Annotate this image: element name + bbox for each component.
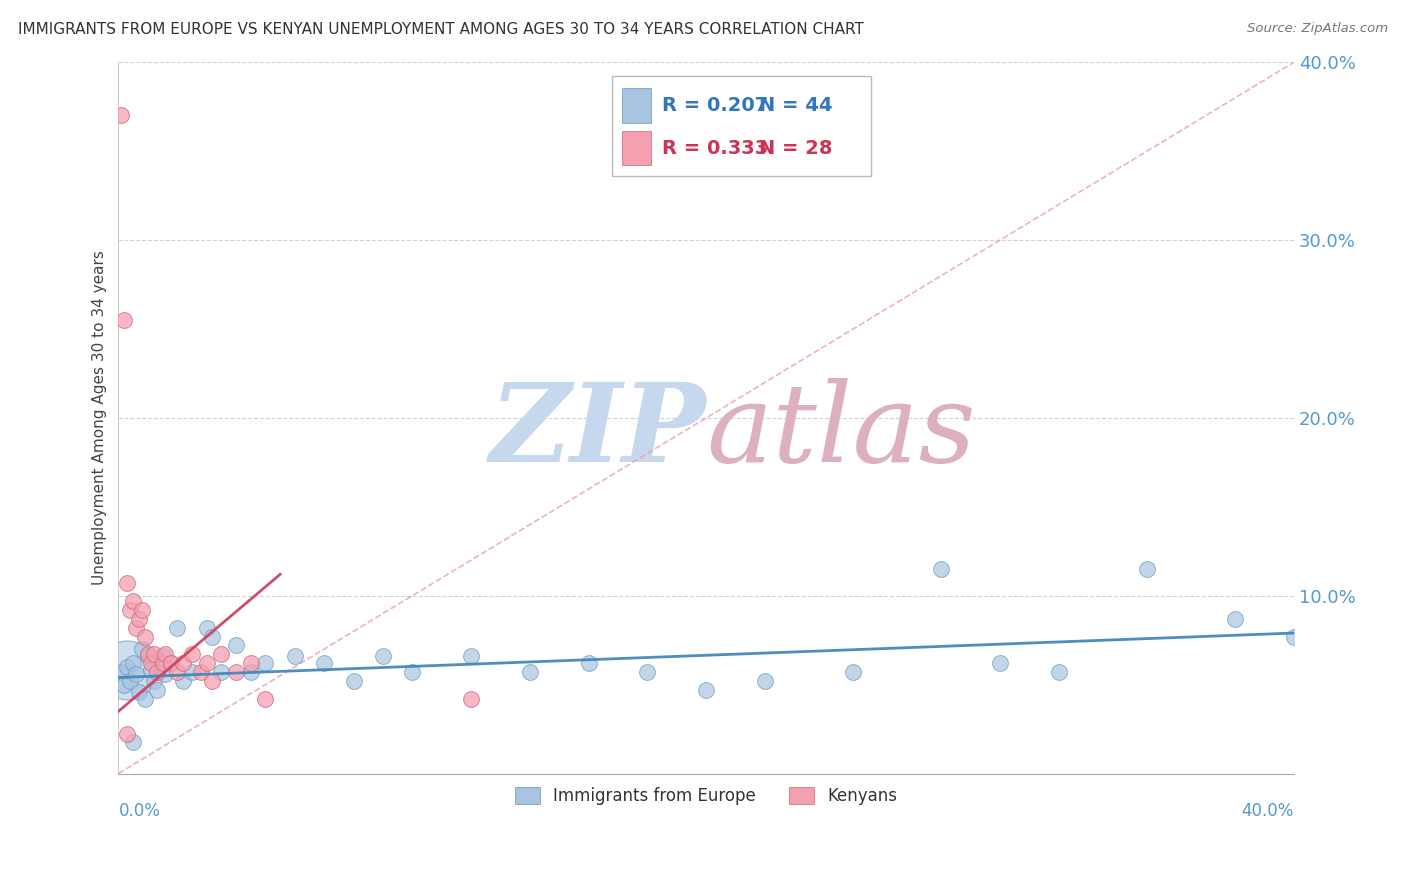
- Point: [160, 657, 183, 671]
- Y-axis label: Unemployment Among Ages 30 to 34 years: Unemployment Among Ages 30 to 34 years: [93, 251, 107, 585]
- Point: [160, 657, 183, 671]
- Text: atlas: atlas: [706, 378, 976, 486]
- Text: Source: ZipAtlas.com: Source: ZipAtlas.com: [1247, 22, 1388, 36]
- Point: [1047, 665, 1070, 680]
- Point: [519, 665, 541, 680]
- Point: [134, 691, 156, 706]
- Point: [209, 665, 232, 680]
- Point: [172, 657, 194, 671]
- Point: [988, 657, 1011, 671]
- Point: [120, 603, 142, 617]
- Point: [117, 727, 139, 741]
- Point: [201, 674, 224, 689]
- Point: [284, 649, 307, 664]
- Point: [139, 664, 162, 678]
- Legend: Immigrants from Europe, Kenyans: Immigrants from Europe, Kenyans: [508, 780, 904, 812]
- Point: [112, 313, 135, 327]
- FancyBboxPatch shape: [612, 77, 870, 176]
- Point: [142, 648, 165, 662]
- Text: N = 28: N = 28: [759, 139, 832, 158]
- Text: 40.0%: 40.0%: [1241, 802, 1294, 820]
- Point: [239, 665, 262, 680]
- Point: [181, 648, 204, 662]
- Text: IMMIGRANTS FROM EUROPE VS KENYAN UNEMPLOYMENT AMONG AGES 30 TO 34 YEARS CORRELAT: IMMIGRANTS FROM EUROPE VS KENYAN UNEMPLO…: [18, 22, 865, 37]
- Point: [371, 649, 394, 664]
- Point: [254, 691, 277, 706]
- Point: [136, 649, 159, 664]
- Bar: [621, 131, 651, 165]
- Point: [110, 665, 132, 680]
- Point: [155, 667, 177, 681]
- Point: [314, 657, 336, 671]
- Point: [131, 642, 153, 657]
- Text: N = 44: N = 44: [759, 96, 832, 115]
- Text: R = 0.207: R = 0.207: [662, 96, 768, 115]
- Point: [128, 684, 150, 698]
- Point: [152, 657, 174, 671]
- Bar: [621, 88, 651, 122]
- Point: [166, 621, 188, 635]
- Point: [122, 734, 145, 748]
- Point: [112, 678, 135, 692]
- Point: [1282, 630, 1305, 644]
- Point: [155, 648, 177, 662]
- Point: [225, 665, 247, 680]
- Point: [117, 576, 139, 591]
- Point: [120, 674, 142, 689]
- Point: [117, 660, 139, 674]
- Point: [1225, 612, 1247, 626]
- Point: [195, 621, 218, 635]
- Point: [342, 674, 364, 689]
- Point: [125, 621, 148, 635]
- Point: [139, 657, 162, 671]
- Point: [190, 665, 212, 680]
- Point: [695, 682, 717, 697]
- Point: [122, 594, 145, 608]
- Point: [131, 603, 153, 617]
- Point: [122, 657, 145, 671]
- Point: [145, 665, 167, 680]
- Point: [401, 665, 423, 680]
- Point: [209, 648, 232, 662]
- Point: [142, 674, 165, 689]
- Point: [145, 682, 167, 697]
- Point: [166, 665, 188, 680]
- Point: [201, 630, 224, 644]
- Point: [152, 649, 174, 664]
- Point: [172, 674, 194, 689]
- Point: [128, 612, 150, 626]
- Point: [754, 674, 776, 689]
- Point: [578, 657, 600, 671]
- Point: [125, 667, 148, 681]
- Point: [117, 664, 139, 678]
- Point: [110, 108, 132, 122]
- Text: R = 0.333: R = 0.333: [662, 139, 768, 158]
- Point: [136, 648, 159, 662]
- Text: ZIP: ZIP: [489, 378, 706, 486]
- Point: [931, 562, 953, 576]
- Point: [460, 691, 482, 706]
- Point: [225, 639, 247, 653]
- Point: [239, 657, 262, 671]
- Point: [134, 630, 156, 644]
- Text: 0.0%: 0.0%: [118, 802, 160, 820]
- Point: [1136, 562, 1159, 576]
- Point: [842, 665, 865, 680]
- Point: [637, 665, 659, 680]
- Point: [460, 649, 482, 664]
- Point: [254, 657, 277, 671]
- Point: [181, 665, 204, 680]
- Point: [195, 657, 218, 671]
